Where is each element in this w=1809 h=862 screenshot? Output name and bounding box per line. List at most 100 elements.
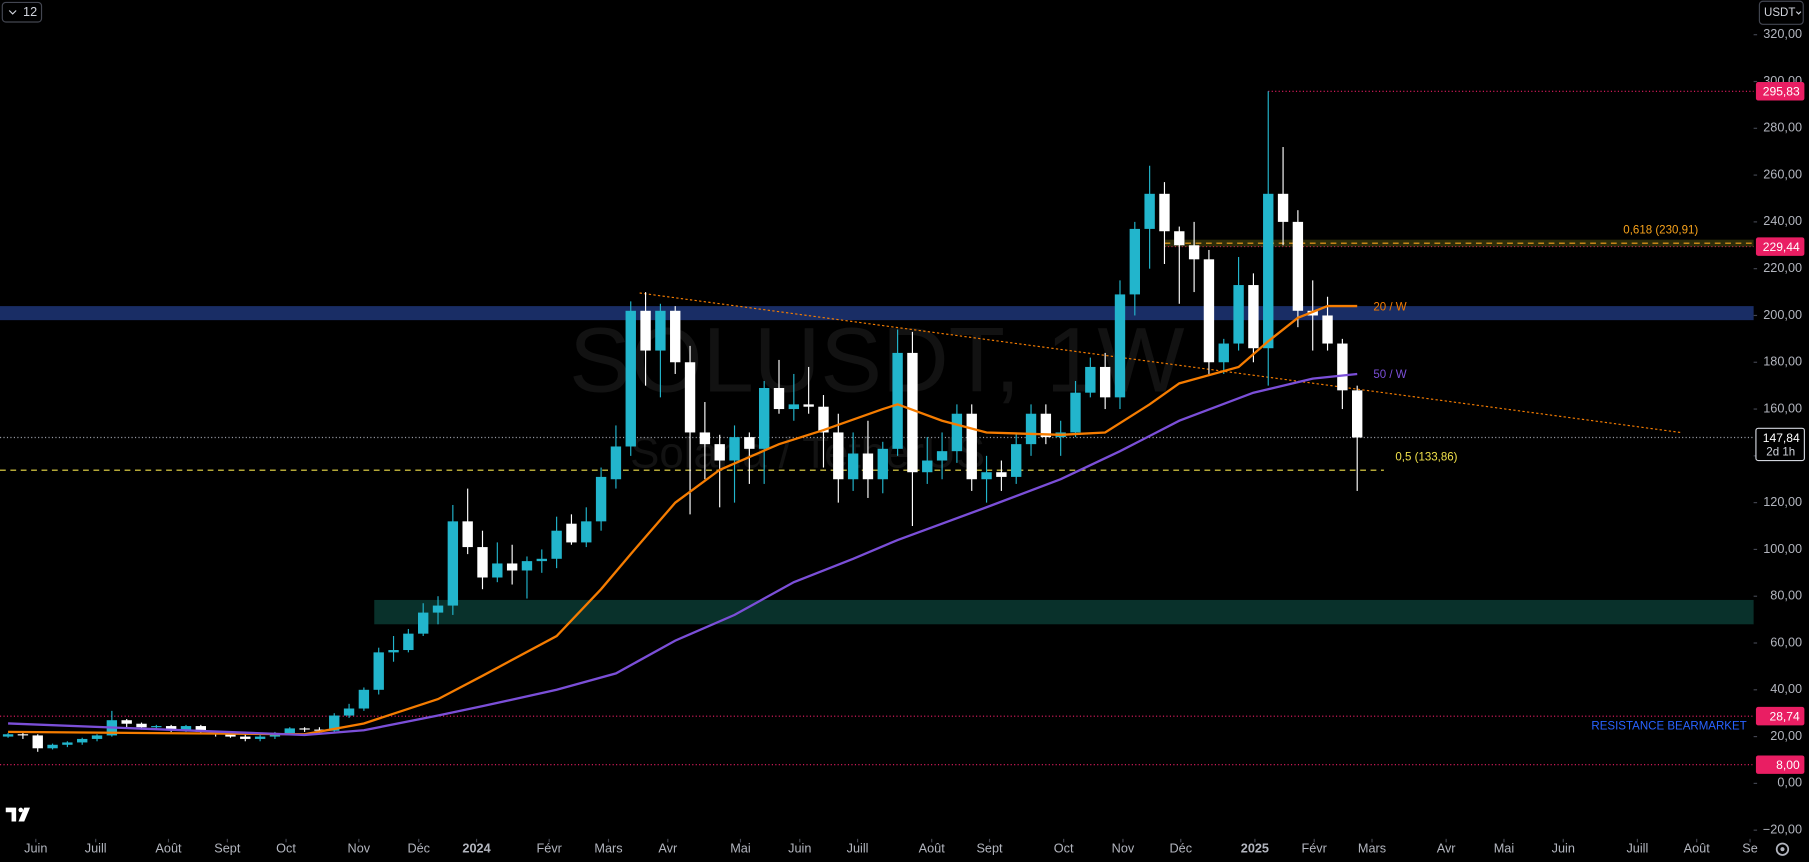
x-tick-label: Se xyxy=(1742,842,1758,856)
candle-body xyxy=(981,472,992,480)
candle-body xyxy=(299,728,310,730)
x-tick-label: Août xyxy=(1684,842,1711,856)
price-badge xyxy=(1755,755,1805,774)
candle-body xyxy=(699,432,711,445)
y-tick-label: 40,00 xyxy=(1770,682,1802,696)
candle-body xyxy=(729,437,740,461)
x-tick-label: Mai xyxy=(730,842,750,856)
x-tick-label: Juin xyxy=(788,842,811,856)
candle-body xyxy=(1218,343,1229,363)
candle-body xyxy=(1144,193,1155,229)
candle-body xyxy=(566,523,577,543)
chevron-icon xyxy=(1795,11,1802,15)
x-tick-label: Juill xyxy=(85,842,107,856)
x-tick-label: Oct xyxy=(1054,842,1074,856)
candle-body xyxy=(254,736,266,739)
candle-body xyxy=(907,352,918,473)
candle-body xyxy=(1263,193,1274,349)
x-tick-label: Févr xyxy=(1302,842,1328,856)
candle-body xyxy=(418,612,429,634)
y-tick-label: 180,00 xyxy=(1763,355,1802,369)
price-badge-label: 8,00 xyxy=(1776,758,1800,772)
candle-body xyxy=(610,446,622,480)
candle-body xyxy=(314,729,325,731)
x-tick-label: Déc xyxy=(407,842,430,856)
candle-body xyxy=(329,715,340,731)
candle-body xyxy=(684,362,696,433)
x-tick-label: Mars xyxy=(1358,842,1386,856)
interval-label[interactable]: 12 xyxy=(23,5,37,19)
candle-body xyxy=(1233,285,1244,344)
candle-body xyxy=(655,310,666,351)
candle-body xyxy=(773,387,785,410)
y-tick-label: −20,00 xyxy=(1763,823,1802,837)
zone xyxy=(0,306,1754,321)
settings-icon-center xyxy=(1780,847,1785,852)
logo-dot xyxy=(18,807,24,813)
price-badge xyxy=(1755,237,1805,256)
y-tick-label: 60,00 xyxy=(1770,635,1802,649)
x-tick-label: Juill xyxy=(1626,842,1648,856)
x-tick-label: Mars xyxy=(594,842,622,856)
candle-body xyxy=(536,558,547,562)
logo-shape xyxy=(5,807,30,822)
candle-body xyxy=(1129,228,1140,295)
candle-body xyxy=(996,472,1007,477)
x-tick-label: Avr xyxy=(658,842,678,856)
candle-body xyxy=(847,453,859,480)
x-tick-label: Sept xyxy=(976,842,1003,856)
candle-body xyxy=(744,437,755,449)
candle-body xyxy=(862,453,874,480)
candle-body xyxy=(1188,245,1200,260)
y-tick-label: 20,00 xyxy=(1770,729,1802,743)
candle-body xyxy=(818,406,829,433)
candle-body xyxy=(447,521,459,606)
currency-button[interactable] xyxy=(1758,0,1804,25)
y-tick-label: 220,00 xyxy=(1763,261,1802,275)
candle-body xyxy=(951,413,963,452)
candle-body xyxy=(1114,294,1126,398)
x-tick-label: Août xyxy=(155,842,182,856)
candle-body xyxy=(1203,259,1215,363)
candle-body xyxy=(1011,444,1022,477)
candle-body xyxy=(1322,315,1333,344)
candle-body xyxy=(803,404,814,407)
currency-label[interactable]: USDT xyxy=(1764,7,1795,19)
candle-body xyxy=(151,726,162,728)
candle-body xyxy=(521,561,533,571)
candle-body xyxy=(2,734,14,737)
chevron-icon xyxy=(8,10,17,15)
interval-button[interactable] xyxy=(1,1,43,23)
candle-body xyxy=(966,413,977,480)
candle-body xyxy=(477,547,488,578)
candle-body xyxy=(1159,193,1170,232)
candle-body xyxy=(284,728,295,734)
x-tick-label: Oct xyxy=(276,842,296,856)
candle-body xyxy=(195,726,206,732)
fib-label: 0,618 (230,91) xyxy=(1623,225,1698,237)
y-tick-label: 260,00 xyxy=(1763,167,1802,181)
settings-icon[interactable] xyxy=(1775,842,1790,856)
candle-body xyxy=(136,723,147,728)
y-tick-label: 240,00 xyxy=(1763,214,1802,228)
x-tick-label: Avr xyxy=(1437,842,1457,856)
candle-body xyxy=(1025,413,1037,445)
candle-body xyxy=(492,563,503,578)
y-tick-label: 280,00 xyxy=(1763,121,1802,135)
ma-line xyxy=(8,304,1358,736)
candle-body xyxy=(1248,285,1259,349)
x-tick-label: Sept xyxy=(214,842,241,856)
y-tick-label: 200,00 xyxy=(1763,308,1802,322)
fib-label: 0,5 (133,86) xyxy=(1395,452,1457,464)
candle-body xyxy=(625,310,636,447)
candle-body xyxy=(388,650,399,653)
x-tick-label: Juin xyxy=(1552,842,1575,856)
candle-body xyxy=(403,633,414,651)
candle-body xyxy=(77,738,88,743)
candle-body xyxy=(358,689,370,709)
x-tick-label: 2024 xyxy=(462,842,490,856)
candle-body xyxy=(17,734,29,736)
candle-body xyxy=(462,521,473,548)
candle-body xyxy=(788,404,800,410)
